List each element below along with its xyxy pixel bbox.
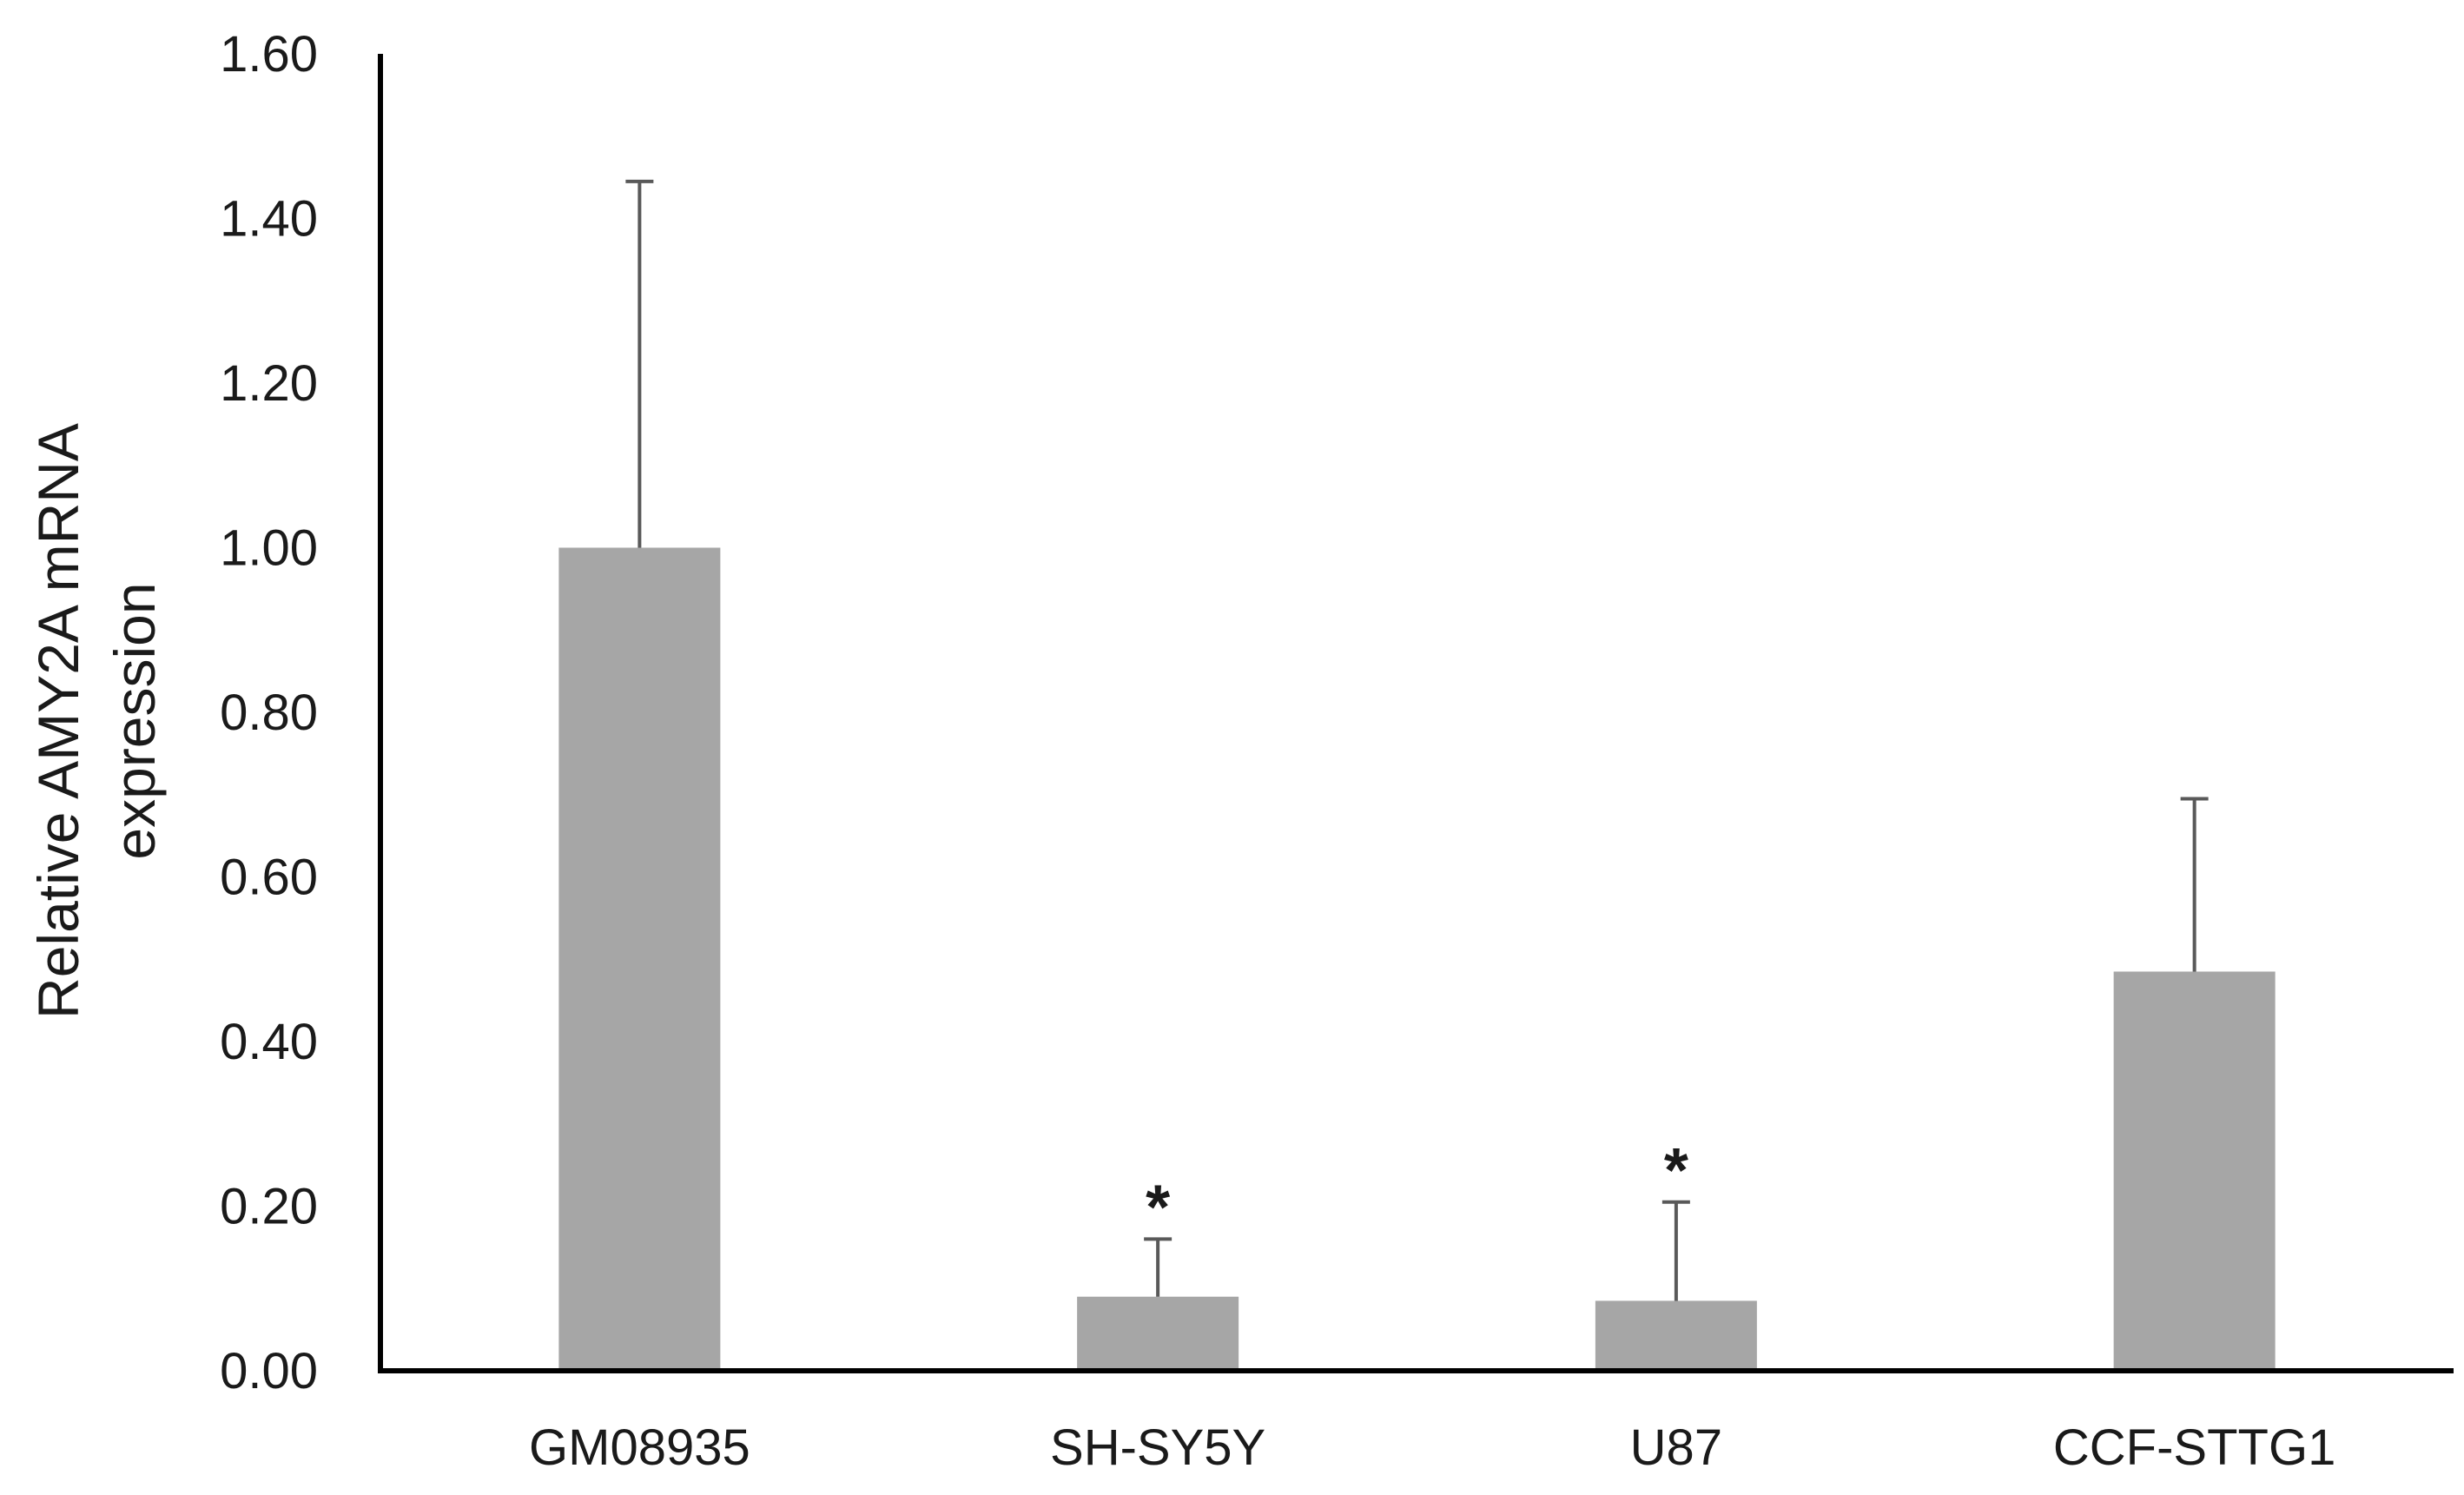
x-category-label: SH-SY5Y bbox=[1050, 1419, 1265, 1476]
y-axis-ticks: 0.00 0.20 0.40 0.60 0.80 1.00 1.20 1.40 1.60 bbox=[220, 26, 318, 1399]
x-axis-categories: GM08935 SH-SY5Y U87 CCF-STTG1 bbox=[529, 1419, 2335, 1476]
y-tick-label: 0.40 bbox=[220, 1014, 318, 1070]
y-tick-label: 1.20 bbox=[220, 355, 318, 412]
x-category-label: U87 bbox=[1630, 1419, 1722, 1476]
bar-sh-sy5y bbox=[1077, 1296, 1239, 1371]
y-tick-label: 1.00 bbox=[220, 520, 318, 577]
y-tick-label: 0.00 bbox=[220, 1343, 318, 1399]
x-category-label: GM08935 bbox=[529, 1419, 750, 1476]
x-category-label: CCF-STTG1 bbox=[2053, 1419, 2335, 1476]
significance-asterisk: * bbox=[1146, 1173, 1170, 1242]
y-axis-title: Relative AMY2A mRNA expression bbox=[26, 423, 167, 1019]
y-axis-title-line-2: expression bbox=[102, 582, 167, 859]
significance-asterisk: * bbox=[1664, 1136, 1688, 1206]
y-tick-label: 0.80 bbox=[220, 685, 318, 741]
bar-gm08935 bbox=[558, 547, 721, 1371]
bar-ccf-sttg1 bbox=[2113, 971, 2276, 1371]
significance-marks: ** bbox=[1146, 1136, 1688, 1243]
bar-u87 bbox=[1595, 1300, 1757, 1371]
chart-marks bbox=[558, 547, 2276, 1371]
y-tick-label: 0.60 bbox=[220, 850, 318, 906]
y-tick-label: 1.40 bbox=[220, 191, 318, 248]
y-axis-title-line-1: Relative AMY2A mRNA bbox=[26, 423, 90, 1019]
y-tick-label: 0.20 bbox=[220, 1179, 318, 1235]
error-bars bbox=[625, 179, 2209, 1301]
y-tick-label: 1.60 bbox=[220, 26, 318, 83]
